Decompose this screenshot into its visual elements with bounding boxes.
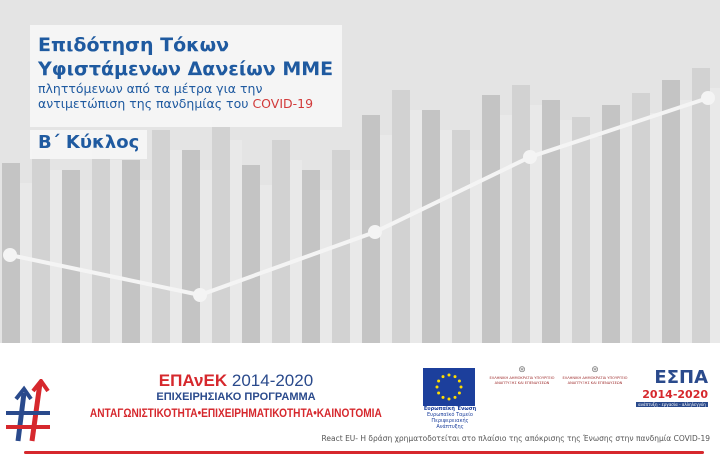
ministry-text-2: ΕΛΛΗΝΙΚΗ ΔΗΜΟΚΡΑΤΙΑ ΥΠΟΥΡΓΕΙΟ ΑΝΑΠΤΥΞΗΣ … [562, 376, 628, 385]
motto: ΑΝΤΑΓΩΝΙΣΤΙΚΟΤΗΤΑ•ΕΠΙΧΕΙΡΗΜΑΤΙΚΟΤΗΤΑ•ΚΑΙ… [90, 408, 382, 420]
background-bar [152, 130, 170, 343]
eu-star [457, 379, 461, 383]
background-bar-gap [230, 140, 242, 343]
cycle-label: Β΄ Κύκλος [30, 130, 148, 159]
eu-star [437, 391, 441, 395]
background-bar-gap [80, 190, 92, 343]
background-bar [542, 100, 560, 343]
background-bar-gap [680, 100, 692, 343]
title-box: Επιδότηση Τόκων Υφιστάμενων Δανείων ΜΜΕ … [30, 25, 342, 127]
background-bar [32, 150, 50, 343]
background-bar-gap [350, 170, 362, 343]
espa-tag: ανάπτυξη - εργασία - αλληλεγγύη [636, 402, 708, 407]
trend-point [193, 288, 207, 302]
background-bar [272, 140, 290, 343]
subtitle-line1: πληττόμενων από τα μέτρα για την [38, 81, 263, 96]
background-bar [62, 170, 80, 343]
eu-name: Ευρωπαϊκή Ένωση [423, 406, 477, 412]
ministry-logo-1: ⊛ ΕΛΛΗΝΙΚΗ ΔΗΜΟΚΡΑΤΙΑ ΥΠΟΥΡΓΕΙΟ ΑΝΑΠΤΥΞΗΣ… [483, 365, 561, 386]
epanek-brand: ΕΠΑνΕΚ [158, 371, 228, 390]
background-bar [602, 105, 620, 343]
background-bar [632, 93, 650, 343]
epanek-hash-logo-icon [6, 379, 50, 442]
background-bar-gap [590, 137, 602, 343]
trend-point [3, 248, 17, 262]
greek-crest-icon: ⊛ [518, 365, 526, 375]
eu-label: Ευρωπαϊκή Ένωση Ευρωπαϊκό Ταμείο Περιφερε… [420, 406, 480, 430]
espa-logo: ΕΣΠΑ 2014-2020 ανάπτυξη - εργασία - αλλη… [636, 367, 708, 407]
background-bar-gap [170, 150, 182, 343]
eu-fund: Ευρωπαϊκό Ταμείο Περιφερειακής Ανάπτυξης [427, 412, 473, 430]
background-bar-gap [620, 125, 632, 343]
background-bar-gap [320, 190, 332, 343]
eu-star [447, 397, 451, 401]
eu-star [441, 375, 445, 379]
covid-highlight: COVID-19 [252, 96, 314, 111]
background-bar-gap [440, 130, 452, 343]
title-line2: Υφιστάμενων Δανείων ΜΜΕ [38, 58, 334, 80]
background-bar [692, 68, 710, 343]
footer-logos: ΕΠΑνΕΚ 2014-2020 ΕΠΙΧΕΙΡΗΣΙΑΚΟ ΠΡΟΓΡΑΜΜΑ… [0, 343, 720, 454]
background-bar [452, 130, 470, 343]
background-bar-gap [50, 170, 62, 343]
trend-point [368, 225, 382, 239]
background-bar-gap [380, 135, 392, 343]
ministry-logo-2: ⊛ ΕΛΛΗΝΙΚΗ ΔΗΜΟΚΡΑΤΙΑ ΥΠΟΥΡΓΕΙΟ ΑΝΑΠΤΥΞΗΣ… [556, 365, 634, 386]
background-bar [92, 140, 110, 343]
background-bar [572, 117, 590, 343]
epanek-logo: ΕΠΑνΕΚ 2014-2020 ΕΠΙΧΕΙΡΗΣΙΑΚΟ ΠΡΟΓΡΑΜΜΑ… [56, 371, 416, 422]
background-bar-gap [260, 185, 272, 343]
epanek-years: 2014-2020 [231, 371, 314, 390]
background-bar-gap [470, 150, 482, 343]
eu-star [441, 395, 445, 399]
decorative-chart [2, 68, 720, 343]
background-bar [212, 120, 230, 343]
espa-title: ΕΣΠΑ [654, 367, 708, 388]
background-bar-gap [200, 170, 212, 343]
subtitle-line2: αντιμετώπιση της πανδημίας του COVID-19 [38, 96, 334, 111]
funding-caption: React EU- Η δράση χρηματοδοτείται στο πλ… [321, 434, 710, 443]
background-bar [422, 110, 440, 343]
hero-banner: Επιδότηση Τόκων Υφιστάμενων Δανείων ΜΜΕ … [0, 0, 720, 343]
background-bar-gap [560, 120, 572, 343]
background-bar-gap [110, 160, 122, 343]
background-bar [182, 150, 200, 343]
espa-years: 2014-2020 [642, 388, 708, 401]
background-bar-gap [710, 88, 720, 343]
background-bar-gap [500, 115, 512, 343]
background-bar [332, 150, 350, 343]
background-bar-gap [650, 113, 662, 343]
eu-star [437, 379, 441, 383]
eu-star [459, 385, 463, 389]
eu-star [457, 391, 461, 395]
background-bar [512, 85, 530, 343]
eu-star [435, 385, 439, 389]
background-bar [482, 95, 500, 343]
trend-point [523, 150, 537, 164]
program-label: ΕΠΙΧΕΙΡΗΣΙΑΚΟ ΠΡΟΓΡΑΜΜΑ [156, 391, 316, 403]
trend-point [701, 91, 715, 105]
background-bar-gap [290, 160, 302, 343]
background-bar-gap [20, 183, 32, 343]
background-bar [122, 160, 140, 343]
background-bar [392, 90, 410, 343]
title-line1: Επιδότηση Τόκων [38, 34, 230, 56]
eu-star [453, 395, 457, 399]
greek-crest-icon: ⊛ [591, 365, 599, 375]
background-bar-gap [530, 105, 542, 343]
eu-star [453, 375, 457, 379]
background-bar-gap [410, 110, 422, 343]
eu-flag-icon [423, 368, 475, 406]
eu-star [447, 373, 451, 377]
background-bar [662, 80, 680, 343]
ministry-text-1: ΕΛΛΗΝΙΚΗ ΔΗΜΟΚΡΑΤΙΑ ΥΠΟΥΡΓΕΙΟ ΑΝΑΠΤΥΞΗΣ … [489, 376, 555, 385]
background-bar [242, 165, 260, 343]
background-bar-gap [140, 180, 152, 343]
subtitle-text: αντιμετώπιση της πανδημίας του [38, 96, 253, 111]
